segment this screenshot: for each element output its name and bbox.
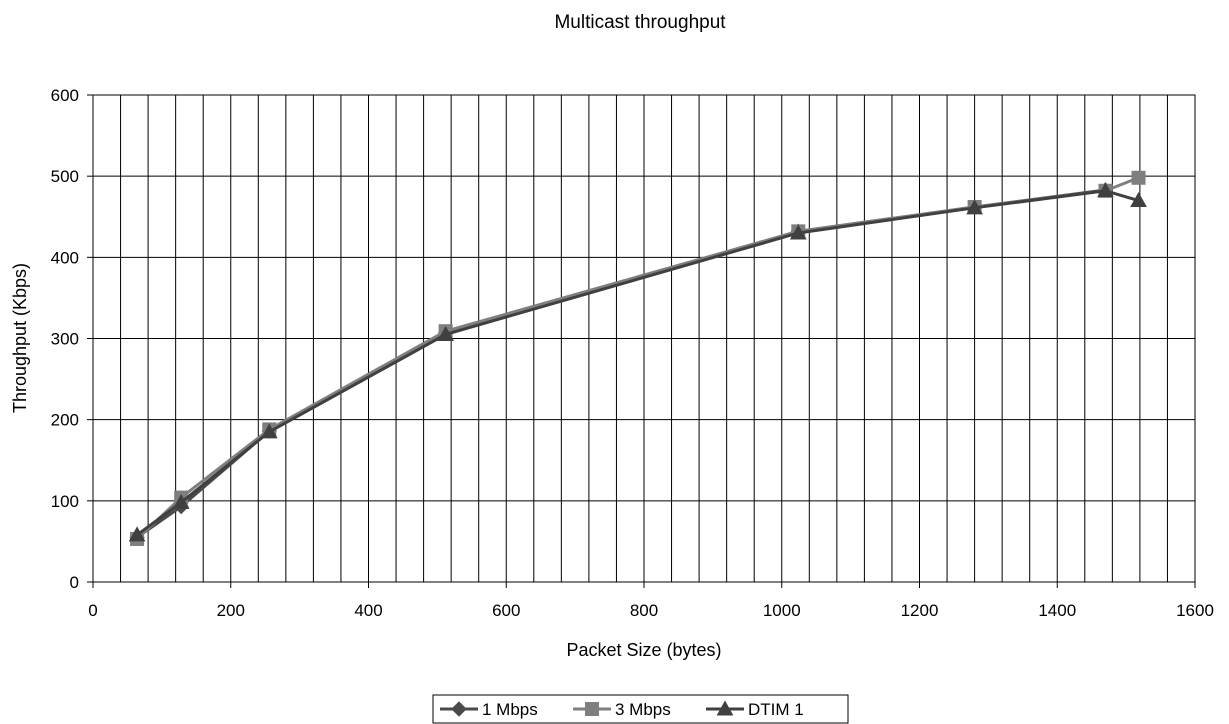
data-point	[966, 199, 983, 215]
x-tick-label: 400	[354, 601, 382, 620]
legend-item: 3 Mbps	[573, 700, 671, 719]
grid	[93, 95, 1195, 582]
legend-marker	[451, 701, 467, 717]
x-tick-label: 1200	[901, 601, 939, 620]
data-point	[789, 224, 807, 240]
data-point	[1130, 191, 1147, 208]
series-1-mbps	[129, 182, 1114, 546]
y-tick-label: 200	[51, 411, 79, 430]
legend-item: DTIM 1	[706, 700, 804, 719]
legend-marker	[716, 700, 734, 716]
x-tick-label: 800	[630, 601, 658, 620]
data-point	[128, 526, 146, 542]
x-tick-label: 0	[88, 601, 97, 620]
legend-marker	[585, 702, 599, 716]
y-tick-label: 500	[51, 167, 79, 186]
data-point	[172, 493, 190, 509]
legend-label: 1 Mbps	[482, 700, 538, 719]
data-point	[1131, 170, 1146, 185]
y-tick-label: 400	[51, 248, 79, 267]
x-tick-label: 1000	[763, 601, 801, 620]
data-point	[1097, 182, 1114, 198]
y-tick-label: 100	[51, 492, 79, 511]
series-layer	[128, 170, 1147, 546]
legend-label: DTIM 1	[748, 700, 804, 719]
y-tick-label: 300	[51, 330, 79, 349]
x-tick-label: 600	[492, 601, 520, 620]
series-3-mbps	[130, 170, 1146, 546]
series-line	[136, 188, 1106, 539]
x-tick-label: 1400	[1038, 601, 1076, 620]
x-axis-label: Packet Size (bytes)	[566, 640, 721, 660]
y-tick-label: 600	[51, 86, 79, 105]
data-point	[260, 423, 278, 439]
x-tick-label: 200	[217, 601, 245, 620]
y-axis-label: Throughput (Kbps)	[10, 263, 30, 413]
legend: 1 Mbps 3 Mbps DTIM 1	[432, 694, 849, 724]
axis-ticks: 0 200 400 600 800 1000 1200 1400 1600 0 100 200 300 4…	[51, 86, 1214, 620]
x-tick-label: 1600	[1176, 601, 1214, 620]
series-line	[136, 176, 1140, 541]
legend-item: 1 Mbps	[440, 700, 538, 719]
legend-label: 3 Mbps	[615, 700, 671, 719]
data-point	[437, 325, 454, 341]
chart-title: Multicast throughput	[554, 12, 726, 33]
series-dtim-1	[128, 182, 1147, 542]
series-line	[136, 189, 1139, 537]
legend-box	[432, 694, 849, 724]
y-tick-label: 0	[70, 573, 79, 592]
